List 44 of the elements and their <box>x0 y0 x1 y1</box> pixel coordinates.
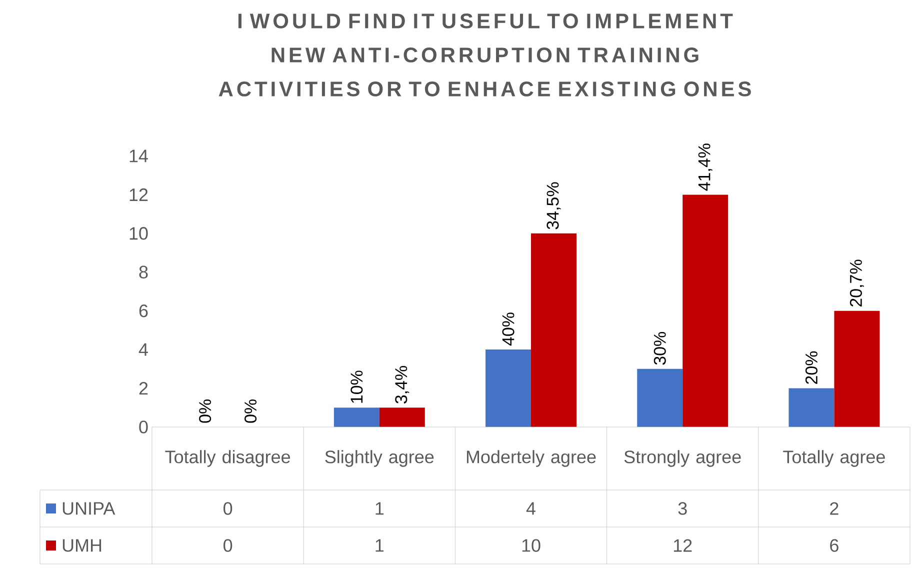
bar <box>834 310 880 427</box>
annotation: 20,7% <box>850 260 864 306</box>
bar <box>486 350 532 427</box>
data-label: 1 <box>376 502 384 515</box>
bar <box>788 388 834 427</box>
y-tick-label: 8 <box>139 266 148 278</box>
chart-title: I WOULD FIND IT USEFUL TO IMPLEMENT NEW ANTI-CORRUPTION TRAINING ACTIVITIES OR TO ENHACE EXISTING ONES <box>218 14 751 96</box>
legend-label: UMH <box>62 539 102 552</box>
annotation: 3,4% <box>395 366 410 404</box>
bar <box>531 233 576 427</box>
data-label: 3 <box>678 502 687 515</box>
y-tick-label: 6 <box>139 304 148 318</box>
y-tick-label: 14 <box>130 150 148 162</box>
annotation: 30% <box>654 332 666 365</box>
annotation: 41,4% <box>698 144 712 191</box>
annotation: 0% <box>244 399 257 423</box>
annotation: 10% <box>350 370 363 403</box>
data-label: 6 <box>830 539 838 552</box>
y-tick-label: 12 <box>130 188 148 201</box>
y-tick-label: 0 <box>139 420 148 434</box>
data-label: 1 <box>376 539 384 552</box>
bar <box>379 408 425 427</box>
data-label: 4 <box>526 502 536 515</box>
y-tick-label: 10 <box>130 227 148 240</box>
data-label: 2 <box>830 502 838 515</box>
data-label: 0 <box>224 539 232 552</box>
x-tick-label: Totally disagree <box>165 450 290 467</box>
x-tick-label: Modertely agree <box>466 450 596 467</box>
data-label: 10 <box>522 539 540 552</box>
data-label: 12 <box>674 539 692 552</box>
legend-label: UNIPA <box>62 502 116 515</box>
y-tick-label: 2 <box>139 382 148 395</box>
annotation: 20% <box>805 351 818 384</box>
annotation: 34,5% <box>546 182 561 230</box>
annotation: 0% <box>199 399 212 423</box>
y-tick-label: 4 <box>138 343 148 356</box>
data-label: 0 <box>224 502 232 515</box>
bar <box>682 194 728 427</box>
bar <box>637 368 683 427</box>
x-tick-label: Slightly agree <box>325 450 434 467</box>
x-tick-label: Strongly agree <box>624 450 741 467</box>
bar <box>334 408 380 427</box>
x-tick-label: Totally agree <box>783 450 885 467</box>
annotation: 40% <box>502 312 514 346</box>
